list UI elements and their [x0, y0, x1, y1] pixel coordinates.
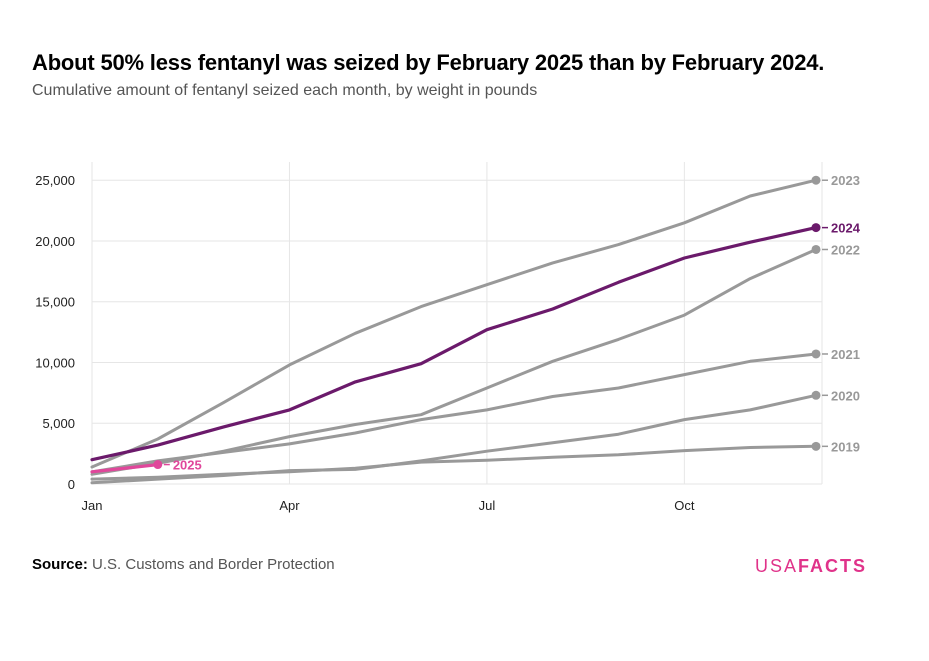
source-note: Source: U.S. Customs and Border Protecti…: [32, 556, 335, 573]
series-line-2024: [92, 228, 816, 460]
series-label-2022: 2022: [831, 242, 860, 257]
series-line-2023: [92, 180, 816, 467]
y-tick-label: 5,000: [42, 416, 75, 431]
series-endpoint-2021: [812, 349, 821, 358]
source-label: Source:: [32, 556, 88, 573]
axis-layer: 0 5,000 10,000 15,000 20,000 25,000 Jan Apr Jul O…: [35, 173, 695, 513]
x-tick-label: Jul: [479, 498, 496, 513]
series-endpoint-2019: [812, 442, 821, 451]
series-label-2019: 2019: [831, 439, 860, 454]
series-endpoint-2022: [812, 245, 821, 254]
y-tick-label: 0: [68, 477, 75, 492]
y-tick-label: 10,000: [35, 355, 75, 370]
usafacts-logo: USAFACTS: [755, 556, 867, 577]
y-tick-label: 20,000: [35, 234, 75, 249]
y-tick-label: 25,000: [35, 173, 75, 188]
lines-layer: [92, 176, 821, 483]
x-tick-label: Jan: [82, 498, 103, 513]
series-endpoint-2020: [812, 391, 821, 400]
series-label-2023: 2023: [831, 173, 860, 188]
y-tick-label: 15,000: [35, 295, 75, 310]
logo-facts: FACTS: [798, 556, 867, 576]
logo-usa: USA: [755, 556, 798, 576]
series-endpoint-2024: [812, 223, 821, 232]
series-label-2025: 2025: [173, 458, 202, 473]
x-tick-label: Oct: [674, 498, 695, 513]
series-endpoint-2025: [153, 460, 162, 469]
series-label-2020: 2020: [831, 388, 860, 403]
series-label-2024: 2024: [831, 221, 861, 236]
x-tick-label: Apr: [279, 498, 300, 513]
series-endpoint-2023: [812, 176, 821, 185]
series-line-2022: [92, 250, 816, 475]
series-label-2021: 2021: [831, 347, 860, 362]
source-text: U.S. Customs and Border Protection: [92, 556, 335, 573]
